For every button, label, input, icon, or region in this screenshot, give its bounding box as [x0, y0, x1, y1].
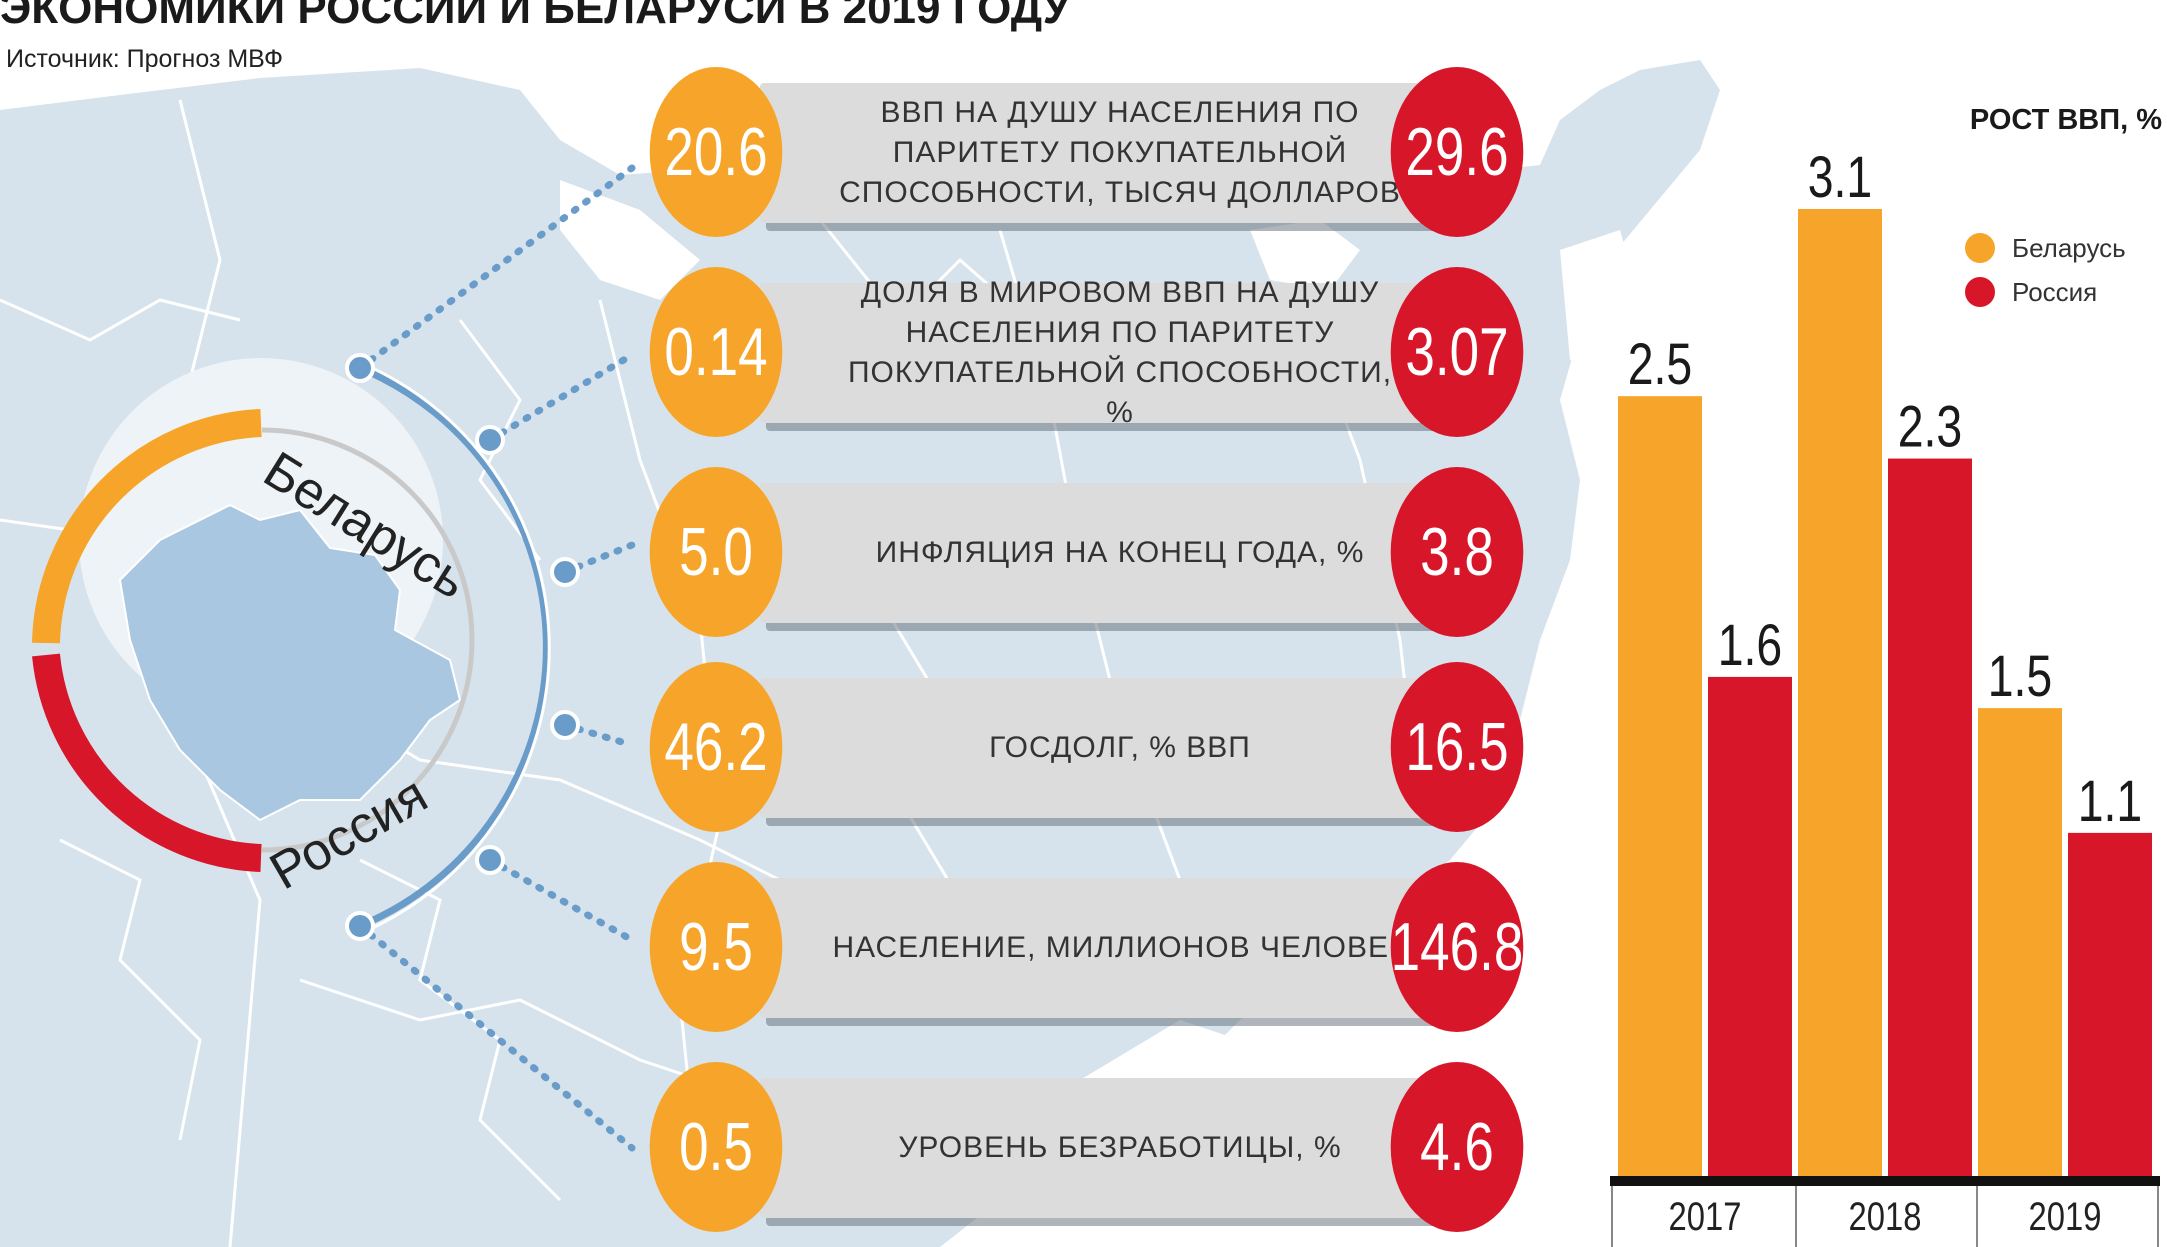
comparison-row: ГОСДОЛГ, % ВВП 46.2 16.5: [0, 650, 2167, 832]
comparison-row: УРОВЕНЬ БЕЗРАБОТИЦЫ, % 0.5 4.6: [0, 1050, 2167, 1232]
outer-arc: [367, 364, 551, 932]
indicator-label: УРОВЕНЬ БЕЗРАБОТИЦЫ, %: [898, 1131, 1342, 1164]
belarus-value-badge: 0.14: [649, 267, 783, 437]
indicator-label: ВВП НА ДУШУ НАСЕЛЕНИЯ ПО ПАРИТЕТУ ПОКУПА…: [839, 96, 1401, 209]
indicator-label: ИНФЛЯЦИЯ НА КОНЕЦ ГОДА, %: [875, 536, 1365, 569]
timeline-arc: [358, 364, 550, 930]
legend-swatch-belarus: [1965, 233, 1995, 263]
legend-swatch-russia: [1965, 277, 1995, 307]
chart-bar: [1798, 209, 1882, 1176]
belarus-value-badge: 9.5: [649, 862, 783, 1032]
comparison-row: ВВП НА ДУШУ НАСЕЛЕНИЯ ПО ПАРИТЕТУ ПОКУПА…: [0, 55, 2167, 237]
indicator-panel: НАСЕЛЕНИЕ, МИЛЛИОНОВ ЧЕЛОВЕК: [760, 878, 1440, 1018]
russia-value-badge: 4.6: [1390, 1062, 1524, 1232]
chart-legend: Беларусь Россия: [1965, 226, 2126, 314]
russia-value-badge: 3.8: [1390, 467, 1524, 637]
legend-item: Беларусь: [1965, 226, 2126, 270]
bar-data-label: 1.6: [1718, 613, 1783, 678]
sea-area: [1560, 230, 1640, 380]
x-axis-line: [1610, 1176, 2160, 1186]
indicator-panel: ГОСДОЛГ, % ВВП: [760, 678, 1440, 818]
russia-value-badge: 29.6: [1390, 67, 1524, 237]
indicator-label: ГОСДОЛГ, % ВВП: [989, 731, 1251, 764]
connector-nodes: [345, 353, 580, 941]
chart-bar: [1708, 676, 1792, 1176]
indicator-panel: ДОЛЯ В МИРОВОМ ВВП НА ДУШУ НАСЕЛЕНИЯ ПО …: [760, 276, 1440, 429]
belarus-value-badge: 5.0: [649, 467, 783, 637]
bar-data-label: 3.1: [1808, 145, 1873, 210]
comparison-row: ИНФЛЯЦИЯ НА КОНЕЦ ГОДА, % 5.0 3.8: [0, 455, 2167, 637]
x-tick-label: 2018: [1849, 1194, 1922, 1239]
belarus-value-badge: 20.6: [649, 67, 783, 237]
bar-data-label: 1.5: [1988, 644, 2053, 709]
bar-data-label: 1.1: [2078, 769, 2143, 834]
chart-title: РОСТ ВВП, %: [1969, 104, 2162, 136]
x-tick-label: 2017: [1669, 1194, 1742, 1239]
russia-ring-arc: [32, 653, 262, 872]
belarus-value-badge: 0.5: [649, 1062, 783, 1232]
legend-label: Беларусь: [2012, 232, 2126, 263]
belarus-ring-arc: [32, 409, 262, 644]
chart-bar: [1888, 458, 1972, 1176]
legend-item: Россия: [1965, 270, 2126, 314]
russia-value-badge: 146.8: [1391, 862, 1523, 1032]
belarus-value-badge: 46.2: [649, 662, 783, 832]
indicator-panel: ИНФЛЯЦИЯ НА КОНЕЦ ГОДА, %: [760, 483, 1440, 623]
inner-ring: [261, 427, 475, 853]
bar-data-label: 2.3: [1898, 395, 1963, 460]
indicator-panel: УРОВЕНЬ БЕЗРАБОТИЦЫ, %: [760, 1078, 1440, 1218]
russia-value-badge: 16.5: [1390, 662, 1524, 832]
comparison-row: НАСЕЛЕНИЕ, МИЛЛИОНОВ ЧЕЛОВЕК 9.5 146.8: [0, 850, 2167, 1032]
belarus-shape: [118, 503, 462, 822]
indicator-label: НАСЕЛЕНИЕ, МИЛЛИОНОВ ЧЕЛОВЕК: [832, 931, 1408, 964]
chart-bar: [1978, 708, 2062, 1176]
sea-area: [560, 180, 700, 300]
russia-value-badge: 3.07: [1390, 267, 1524, 437]
comparison-row: ДОЛЯ В МИРОВОМ ВВП НА ДУШУ НАСЕЛЕНИЯ ПО …: [0, 255, 2167, 437]
sea-area: [1250, 220, 1360, 290]
source-note: Источник: Прогноз МВФ: [6, 45, 284, 73]
bar-data-label: 2.5: [1628, 332, 1693, 397]
legend-label: Россия: [2012, 276, 2098, 307]
chart-bar: [2068, 832, 2152, 1176]
indicator-panel: ВВП НА ДУШУ НАСЕЛЕНИЯ ПО ПАРИТЕТУ ПОКУПА…: [760, 83, 1440, 223]
page-title: ЭКОНОМИКИ РОССИИ И БЕЛАРУСИ В 2019 ГОДУ: [0, 0, 1070, 33]
x-tick-label: 2019: [2029, 1194, 2102, 1239]
indicator-label: ДОЛЯ В МИРОВОМ ВВП НА ДУШУ НАСЕЛЕНИЯ ПО …: [847, 276, 1393, 429]
chart-bar: [1618, 396, 1702, 1177]
